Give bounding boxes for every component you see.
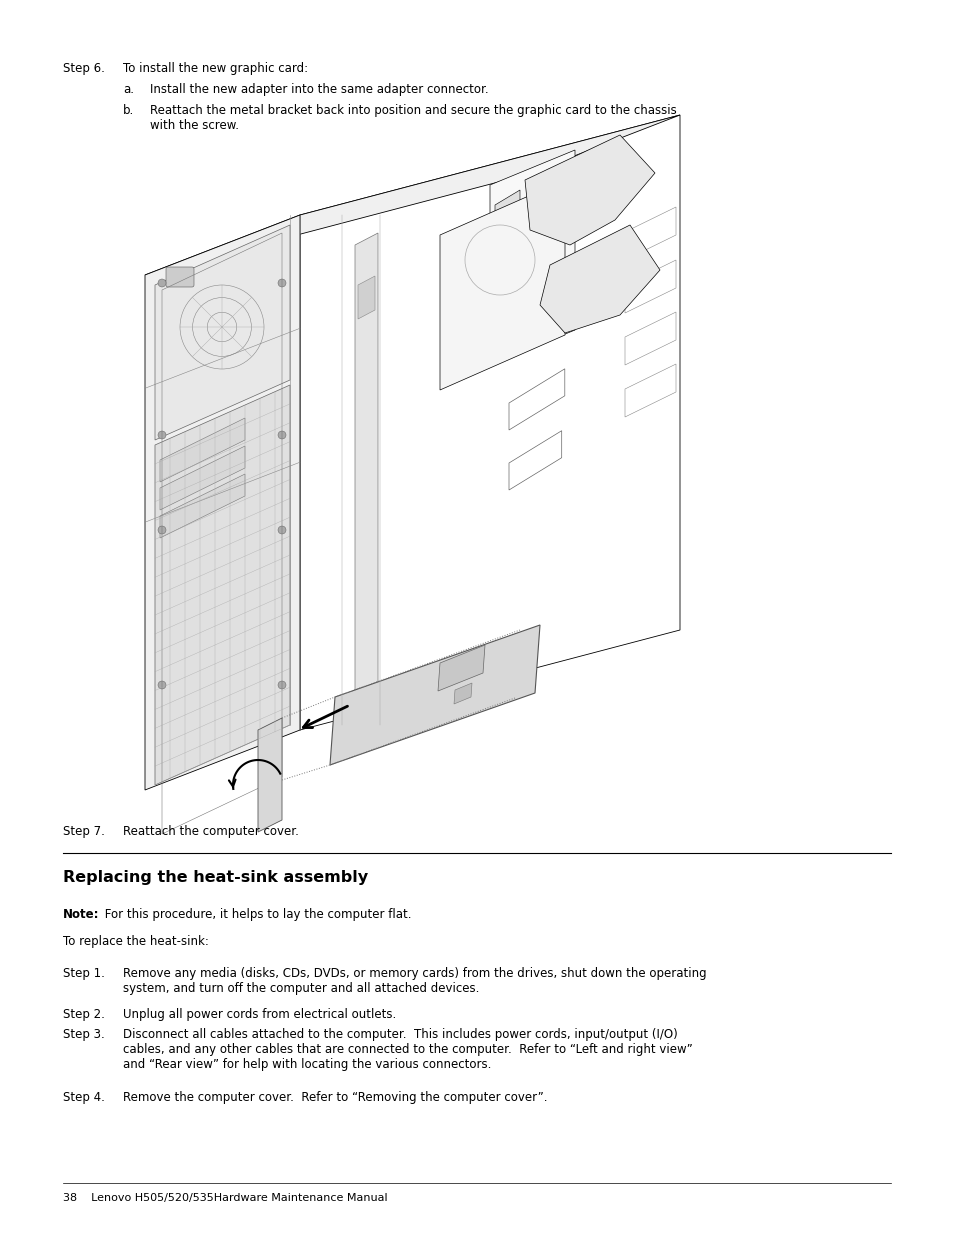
Polygon shape: [490, 149, 575, 366]
Text: Step 7.: Step 7.: [63, 825, 105, 839]
Text: Step 3.: Step 3.: [63, 1028, 105, 1041]
Circle shape: [158, 431, 166, 438]
Polygon shape: [624, 261, 676, 312]
Polygon shape: [145, 215, 299, 790]
Text: Install the new adapter into the same adapter connector.: Install the new adapter into the same ad…: [150, 83, 488, 96]
Text: Unplug all power cords from electrical outlets.: Unplug all power cords from electrical o…: [123, 1008, 395, 1021]
Polygon shape: [160, 417, 245, 482]
Text: For this procedure, it helps to lay the computer flat.: For this procedure, it helps to lay the …: [101, 908, 411, 921]
Text: Reattach the computer cover.: Reattach the computer cover.: [123, 825, 298, 839]
Polygon shape: [299, 115, 679, 730]
Polygon shape: [160, 446, 245, 510]
Circle shape: [277, 431, 286, 438]
Text: To install the new graphic card:: To install the new graphic card:: [123, 62, 308, 75]
Polygon shape: [509, 431, 561, 490]
Polygon shape: [524, 135, 655, 245]
Polygon shape: [154, 385, 290, 785]
Polygon shape: [509, 369, 564, 430]
Text: Step 6.: Step 6.: [63, 62, 105, 75]
Text: Step 2.: Step 2.: [63, 1008, 105, 1021]
Text: Reattach the metal bracket back into position and secure the graphic card to the: Reattach the metal bracket back into pos…: [150, 104, 676, 132]
Polygon shape: [330, 625, 539, 764]
Circle shape: [277, 680, 286, 689]
Polygon shape: [454, 683, 472, 704]
Polygon shape: [539, 225, 659, 333]
Circle shape: [277, 526, 286, 534]
Polygon shape: [437, 645, 484, 692]
Polygon shape: [160, 474, 245, 538]
Polygon shape: [624, 312, 676, 366]
Text: 38    Lenovo H505/520/535Hardware Maintenance Manual: 38 Lenovo H505/520/535Hardware Maintenan…: [63, 1193, 387, 1203]
Polygon shape: [154, 225, 290, 440]
Text: Remove the computer cover.  Refer to “Removing the computer cover”.: Remove the computer cover. Refer to “Rem…: [123, 1091, 547, 1104]
Text: b.: b.: [123, 104, 134, 117]
Text: Disconnect all cables attached to the computer.  This includes power cords, inpu: Disconnect all cables attached to the co…: [123, 1028, 692, 1071]
Polygon shape: [357, 275, 375, 319]
Polygon shape: [439, 180, 564, 390]
Polygon shape: [495, 190, 519, 359]
Text: Step 4.: Step 4.: [63, 1091, 105, 1104]
Text: a.: a.: [123, 83, 133, 96]
Circle shape: [277, 279, 286, 287]
Text: Step 1.: Step 1.: [63, 967, 105, 981]
Text: Replacing the heat-sink assembly: Replacing the heat-sink assembly: [63, 869, 368, 885]
Polygon shape: [355, 233, 377, 722]
FancyBboxPatch shape: [166, 267, 193, 287]
Polygon shape: [624, 364, 676, 417]
Polygon shape: [145, 115, 679, 275]
Text: Remove any media (disks, CDs, DVDs, or memory cards) from the drives, shut down : Remove any media (disks, CDs, DVDs, or m…: [123, 967, 706, 995]
Text: Note:: Note:: [63, 908, 99, 921]
Circle shape: [158, 279, 166, 287]
Text: To replace the heat-sink:: To replace the heat-sink:: [63, 935, 209, 948]
Polygon shape: [624, 207, 676, 261]
Circle shape: [158, 680, 166, 689]
Circle shape: [158, 526, 166, 534]
Polygon shape: [257, 718, 282, 832]
